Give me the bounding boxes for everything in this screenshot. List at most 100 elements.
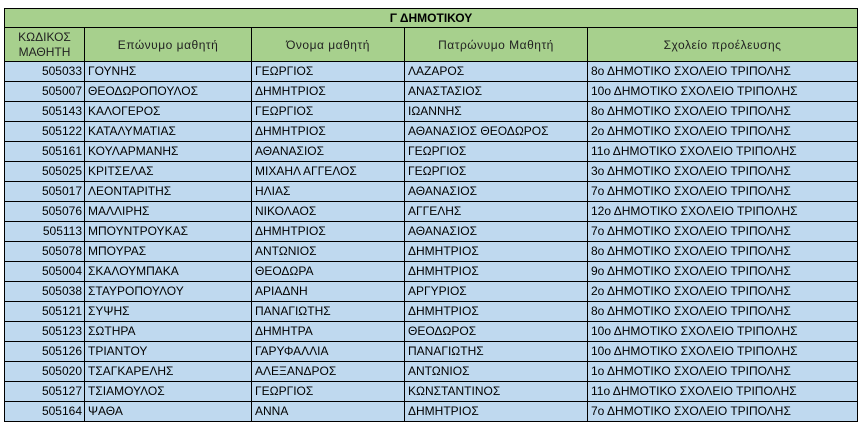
header-school: Σχολείο προέλευσης [586,27,859,62]
cell-first-name: ΑΡΙΑΔΝΗ [251,281,405,302]
cell-surname: ΣΥΨΗΣ [84,301,252,322]
table-row: 505025 ΚΡΙΤΣΕΛΑΣ ΜΙΧΑΗΛ ΑΓΓΕΛΟΣ ΓΕΩΡΓΙΟΣ 3ο … [4,161,859,182]
table-body: 505033 ΓΟΥΝΗΣ ΓΕΩΡΓΙΟΣ ΛΑΖΑΡΟΣ 8ο ΔΗΜΟΤΙΚΟ Σ… [4,61,859,422]
column-header-row: ΚΩΔΙΚΟΣ ΜΑΘΗΤΗ Επώνυμο μαθητή Όνομα μαθη… [4,27,859,62]
cell-first-name: ΓΕΩΡΓΙΟΣ [251,61,405,82]
table-row: 505004 ΣΚΑΛΟΥΜΠΑΚΑ ΘΕΟΔΩΡΑ ΔΗΜΗΤΡΙΟΣ 9ο ΔΗΜΟ… [4,261,859,282]
cell-first-name: ΓΑΡΥΦΑΛΛΙΑ [251,341,405,362]
cell-first-name: ΓΕΩΡΓΙΟΣ [251,101,405,122]
cell-student-code: 505020 [4,361,85,382]
cell-student-code: 505164 [4,401,85,422]
cell-surname: ΤΡΙΑΝΤΟΥ [84,341,252,362]
cell-student-code: 505123 [4,321,85,342]
cell-surname: ΣΚΑΛΟΥΜΠΑΚΑ [84,261,252,282]
cell-student-code: 505126 [4,341,85,362]
cell-surname: ΚΟΥΛΑΡΜΑΝΗΣ [84,141,252,162]
cell-school: 8ο ΔΗΜΟΤΙΚΟ ΣΧΟΛΕΙΟ ΤΡΙΠΟΛΗΣ [586,301,859,322]
cell-first-name: ΔΗΜΗΤΡΙΟΣ [251,81,405,102]
cell-school: 2ο ΔΗΜΟΤΙΚΟ ΣΧΟΛΕΙΟ ΤΡΙΠΟΛΗΣ [586,281,859,302]
cell-father-name: ΑΘΑΝΑΣΙΟΣ [404,181,588,202]
cell-student-code: 505007 [4,81,85,102]
cell-school: 7ο ΔΗΜΟΤΙΚΟ ΣΧΟΛΕΙΟ ΤΡΙΠΟΛΗΣ [586,221,859,242]
cell-father-name: ΔΗΜΗΤΡΙΟΣ [404,301,588,322]
table-row: 505143 ΚΑΛΟΓΕΡΟΣ ΓΕΩΡΓΙΟΣ ΙΩΑΝΝΗΣ 8ο ΔΗΜΟΤΙΚ… [4,101,859,122]
cell-surname: ΜΠΟΥΝΤΡΟΥΚΑΣ [84,221,252,242]
cell-father-name: ΘΕΟΔΩΡΟΣ [404,321,588,342]
cell-surname: ΤΣΑΓΚΑΡΕΛΗΣ [84,361,252,382]
cell-first-name: ΔΗΜΗΤΡΑ [251,321,405,342]
table-row: 505020 ΤΣΑΓΚΑΡΕΛΗΣ ΑΛΕΞΑΝΔΡΟΣ ΑΝΤΩΝΙΟΣ 1ο ΔΗ… [4,361,859,382]
header-code-line2: ΜΑΘΗΤΗ [18,44,71,59]
table-row: 505017 ΛΕΟΝΤΑΡΙΤΗΣ ΗΛΙΑΣ ΑΘΑΝΑΣΙΟΣ 7ο ΔΗΜΟΤΙ… [4,181,859,202]
cell-first-name: ΑΛΕΞΑΝΔΡΟΣ [251,361,405,382]
cell-surname: ΣΤΑΥΡΟΠΟΥΛΟΥ [84,281,252,302]
cell-first-name: ΑΝΤΩΝΙΟΣ [251,241,405,262]
cell-first-name: ΑΝΝΑ [251,401,405,422]
cell-father-name: ΓΕΩΡΓΙΟΣ [404,161,588,182]
table-title-row: Γ ΔΗΜΟΤΙΚΟΥ [3,8,859,28]
cell-first-name: ΠΑΝΑΓΙΩΤΗΣ [251,301,405,322]
header-student-code: ΚΩΔΙΚΟΣ ΜΑΘΗΤΗ [4,27,85,62]
cell-surname: ΜΑΛΛΙΡΗΣ [84,201,252,222]
table-row: 505038 ΣΤΑΥΡΟΠΟΥΛΟΥ ΑΡΙΑΔΝΗ ΑΡΓΥΡΙΟΣ 2ο ΔΗΜΟ… [4,281,859,302]
table-row: 505076 ΜΑΛΛΙΡΗΣ ΝΙΚΟΛΑΟΣ ΑΓΓΕΛΗΣ 12ο ΔΗΜΟΤΙΚ… [4,201,859,222]
cell-school: 7ο ΔΗΜΟΤΙΚΟ ΣΧΟΛΕΙΟ ΤΡΙΠΟΛΗΣ [586,181,859,202]
cell-first-name: ΜΙΧΑΗΛ ΑΓΓΕΛΟΣ [251,161,405,182]
cell-father-name: ΑΘΑΝΑΣΙΟΣ ΘΕΟΔΩΡΟΣ [404,121,588,142]
cell-school: 7ο ΔΗΜΟΤΙΚΟ ΣΧΟΛΕΙΟ ΤΡΙΠΟΛΗΣ [586,401,859,422]
cell-school: 1ο ΔΗΜΟΤΙΚΟ ΣΧΟΛΕΙΟ ΤΡΙΠΟΛΗΣ [586,361,859,382]
cell-father-name: ΔΗΜΗΤΡΙΟΣ [404,261,588,282]
table-row: 505123 ΣΩΤΗΡΑ ΔΗΜΗΤΡΑ ΘΕΟΔΩΡΟΣ 10ο ΔΗΜΟΤΙΚΟ … [4,321,859,342]
cell-first-name: ΗΛΙΑΣ [251,181,405,202]
cell-surname: ΚΡΙΤΣΕΛΑΣ [84,161,252,182]
cell-student-code: 505127 [4,381,85,402]
students-table: Γ ΔΗΜΟΤΙΚΟΥ ΚΩΔΙΚΟΣ ΜΑΘΗΤΗ Επώνυμο μαθητ… [3,8,859,422]
cell-first-name: ΝΙΚΟΛΑΟΣ [251,201,405,222]
cell-school: 12ο ΔΗΜΟΤΙΚΟ ΣΧΟΛΕΙΟ ΤΡΙΠΟΛΗΣ [586,201,859,222]
table-title: Γ ΔΗΜΟΤΙΚΟΥ [3,8,859,28]
cell-student-code: 505122 [4,121,85,142]
cell-school: 11ο ΔΗΜΟΤΙΚΟ ΣΧΟΛΕΙΟ ΤΡΙΠΟΛΗΣ [586,381,859,402]
cell-school: 8ο ΔΗΜΟΤΙΚΟ ΣΧΟΛΕΙΟ ΤΡΙΠΟΛΗΣ [586,241,859,262]
cell-school: 8ο ΔΗΜΟΤΙΚΟ ΣΧΟΛΕΙΟ ΤΡΙΠΟΛΗΣ [586,101,859,122]
cell-student-code: 505038 [4,281,85,302]
table-row: 505007 ΘΕΟΔΩΡΟΠΟΥΛΟΣ ΔΗΜΗΤΡΙΟΣ ΑΝΑΣΤΑΣΙΟΣ 10… [4,81,859,102]
cell-surname: ΛΕΟΝΤΑΡΙΤΗΣ [84,181,252,202]
cell-school: 3ο ΔΗΜΟΤΙΚΟ ΣΧΟΛΕΙΟ ΤΡΙΠΟΛΗΣ [586,161,859,182]
cell-school: 10ο ΔΗΜΟΤΙΚΟ ΣΧΟΛΕΙΟ ΤΡΙΠΟΛΗΣ [586,341,859,362]
cell-school: 11ο ΔΗΜΟΤΙΚΟ ΣΧΟΛΕΙΟ ΤΡΙΠΟΛΗΣ [586,141,859,162]
cell-first-name: ΘΕΟΔΩΡΑ [251,261,405,282]
cell-student-code: 505076 [4,201,85,222]
cell-school: 10ο ΔΗΜΟΤΙΚΟ ΣΧΟΛΕΙΟ ΤΡΙΠΟΛΗΣ [586,321,859,342]
table-row: 505121 ΣΥΨΗΣ ΠΑΝΑΓΙΩΤΗΣ ΔΗΜΗΤΡΙΟΣ 8ο ΔΗΜΟΤΙΚ… [4,301,859,322]
cell-father-name: ΚΩΝΣΤΑΝΤΙΝΟΣ [404,381,588,402]
cell-father-name: ΙΩΑΝΝΗΣ [404,101,588,122]
header-first-name: Όνομα μαθητή [251,27,405,62]
table-row: 505161 ΚΟΥΛΑΡΜΑΝΗΣ ΑΘΑΝΑΣΙΟΣ ΓΕΩΡΓΙΟΣ 11ο ΔΗ… [4,141,859,162]
cell-father-name: ΔΗΜΗΤΡΙΟΣ [404,241,588,262]
cell-school: 2ο ΔΗΜΟΤΙΚΟ ΣΧΟΛΕΙΟ ΤΡΙΠΟΛΗΣ [586,121,859,142]
header-father-name: Πατρώνυμο Μαθητή [404,27,588,62]
cell-surname: ΨΑΘΑ [84,401,252,422]
cell-father-name: ΔΗΜΗΤΡΙΟΣ [404,401,588,422]
table-row: 505126 ΤΡΙΑΝΤΟΥ ΓΑΡΥΦΑΛΛΙΑ ΠΑΝΑΓΙΩΤΗΣ 10ο ΔΗ… [4,341,859,362]
cell-student-code: 505025 [4,161,85,182]
cell-student-code: 505161 [4,141,85,162]
cell-father-name: ΑΘΑΝΑΣΙΟΣ [404,221,588,242]
cell-surname: ΣΩΤΗΡΑ [84,321,252,342]
header-surname: Επώνυμο μαθητή [84,27,252,62]
cell-first-name: ΔΗΜΗΤΡΙΟΣ [251,221,405,242]
cell-student-code: 505113 [4,221,85,242]
table-row: 505033 ΓΟΥΝΗΣ ΓΕΩΡΓΙΟΣ ΛΑΖΑΡΟΣ 8ο ΔΗΜΟΤΙΚΟ Σ… [4,61,859,82]
cell-surname: ΤΣΙΑΜΟΥΛΟΣ [84,381,252,402]
cell-student-code: 505017 [4,181,85,202]
cell-father-name: ΑΓΓΕΛΗΣ [404,201,588,222]
cell-school: 9ο ΔΗΜΟΤΙΚΟ ΣΧΟΛΕΙΟ ΤΡΙΠΟΛΗΣ [586,261,859,282]
cell-first-name: ΔΗΜΗΤΡΙΟΣ [251,121,405,142]
cell-father-name: ΑΡΓΥΡΙΟΣ [404,281,588,302]
table-row: 505122 ΚΑΤΑΛΥΜΑΤΙΑΣ ΔΗΜΗΤΡΙΟΣ ΑΘΑΝΑΣΙΟΣ ΘΕΟ… [4,121,859,142]
cell-surname: ΚΑΛΟΓΕΡΟΣ [84,101,252,122]
table-row: 505164 ΨΑΘΑ ΑΝΝΑ ΔΗΜΗΤΡΙΟΣ 7ο ΔΗΜΟΤΙΚΟ ΣΧΟΛΕ… [4,401,859,422]
cell-student-code: 505121 [4,301,85,322]
cell-surname: ΓΟΥΝΗΣ [84,61,252,82]
